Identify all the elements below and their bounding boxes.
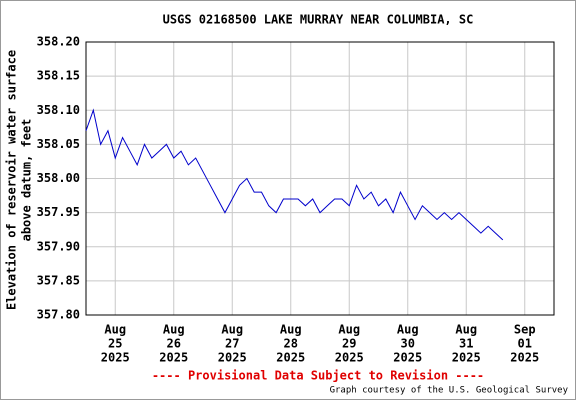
footer: ---- Provisional Data Subject to Revisio…	[152, 369, 484, 383]
x-tick-label: Sep	[514, 323, 536, 337]
y-tick-label: 358.15	[37, 69, 80, 83]
y-tick-label: 358.20	[37, 35, 80, 49]
x-tick-label: Aug	[163, 323, 185, 337]
x-tick-label: 26	[167, 337, 181, 351]
y-tick-label: 357.80	[37, 308, 80, 322]
x-tick-label: 2025	[101, 351, 130, 365]
y-tick-label: 358.00	[37, 171, 80, 185]
plot-border	[85, 41, 555, 316]
y-tick-label: 358.10	[37, 103, 80, 117]
y-tick-label: 357.95	[37, 205, 80, 219]
x-tick-label: 2025	[510, 351, 539, 365]
x-tick-label: Aug	[280, 323, 302, 337]
x-tick-label: 2025	[393, 351, 422, 365]
chart-title: USGS 02168500 LAKE MURRAY NEAR COLUMBIA,…	[163, 13, 474, 27]
x-tick-label: Aug	[397, 323, 419, 337]
y-label-line: above datum, feet	[20, 119, 34, 242]
x-tick-label: 31	[459, 337, 473, 351]
x-tick-label: 28	[284, 337, 298, 351]
x-tick-label: 2025	[218, 351, 247, 365]
x-tick-label: 2025	[335, 351, 364, 365]
y-tick-label: 358.05	[37, 137, 80, 151]
x-tick-label: 30	[401, 337, 415, 351]
x-tick-label: Aug	[221, 323, 243, 337]
data-line	[85, 108, 504, 241]
y-tick-label: 357.90	[37, 239, 80, 253]
x-tick-label: 27	[225, 337, 239, 351]
x-tick-label: 2025	[452, 351, 481, 365]
x-tick-label: 29	[342, 337, 356, 351]
x-tick-label: 2025	[276, 351, 305, 365]
credit: Graph courtesy of the U.S. Geological Su…	[330, 386, 569, 396]
y-tick-label: 357.85	[37, 273, 80, 287]
x-tick-label: 25	[108, 337, 122, 351]
x-tick-label: 01	[518, 337, 532, 351]
x-tick-label: Aug	[338, 323, 360, 337]
x-tick-label: Aug	[104, 323, 126, 337]
x-tick-label: 2025	[159, 351, 188, 365]
y-label-line: Elevation of reservoir water surface	[5, 50, 19, 310]
x-tick-label: Aug	[455, 323, 477, 337]
y-axis-label: Elevation of reservoir water surface abo…	[5, 50, 34, 310]
